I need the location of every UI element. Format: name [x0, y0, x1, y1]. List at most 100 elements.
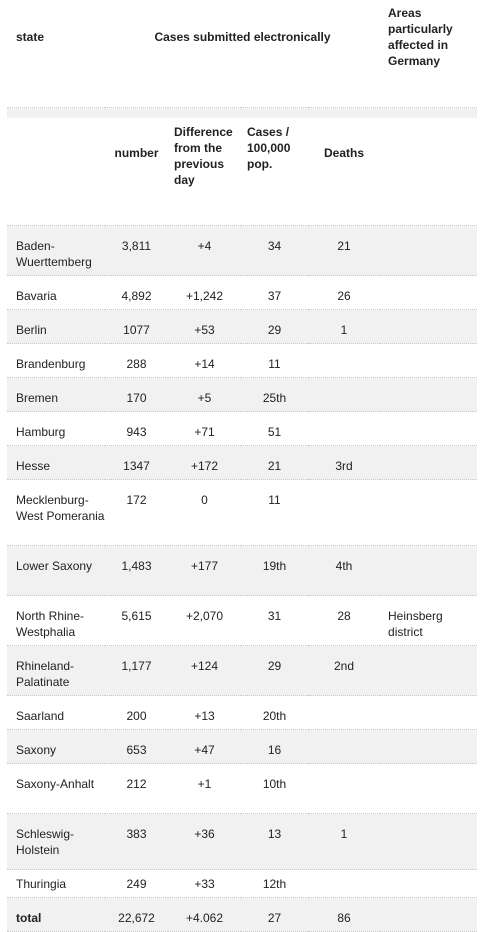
cases-per-100k-column-header: Cases / 100,000 pop.	[247, 125, 291, 171]
areas-cell	[380, 309, 478, 344]
difference-cell: +2,070	[168, 595, 241, 646]
cases-per-100k-cell: 10th	[241, 763, 308, 814]
number-cell: 3,811	[105, 225, 168, 276]
state-cell: total	[7, 897, 105, 932]
state-cell: Hamburg	[7, 411, 105, 446]
difference-cell: +53	[168, 309, 241, 344]
table-bottom-band	[7, 861, 477, 870]
cases-per-100k-cell: 29	[241, 309, 308, 344]
areas-cell	[380, 897, 478, 932]
total-row: total 22,672 +4.062 27 86	[7, 897, 478, 932]
cases-per-100k-cell: 20th	[241, 695, 308, 730]
state-cell: Lower Saxony	[7, 545, 105, 596]
state-cell: North Rhine-Westphalia	[7, 595, 105, 646]
table-row: Baden-Wuerttemberg 3,811 +4 34 21	[7, 225, 478, 276]
areas-cell	[380, 275, 478, 310]
number-cell: 1,177	[105, 645, 168, 696]
number-cell: 22,672	[105, 897, 168, 932]
cases-per-100k-cell: 11	[241, 343, 308, 378]
difference-cell: +177	[168, 545, 241, 596]
deaths-cell	[308, 729, 381, 764]
areas-cell	[380, 813, 478, 864]
cases-per-100k-cell: 13	[241, 813, 308, 864]
table-row: Schleswig-Holstein 383 +36 13 1	[7, 813, 478, 864]
difference-cell: +4.062	[168, 897, 241, 932]
table-row: Hamburg 943 +71 51	[7, 411, 478, 446]
state-cell: Baden-Wuerttemberg	[7, 225, 105, 276]
cases-per-100k-cell: 31	[241, 595, 308, 646]
difference-cell: +172	[168, 445, 241, 480]
difference-cell: +1,242	[168, 275, 241, 310]
areas-cell	[380, 763, 478, 814]
difference-cell: +4	[168, 225, 241, 276]
number-cell: 653	[105, 729, 168, 764]
number-cell: 5,615	[105, 595, 168, 646]
state-cell: Mecklenburg-West Pomerania	[7, 479, 105, 546]
deaths-column-header: Deaths	[324, 146, 365, 160]
deaths-cell	[308, 377, 381, 412]
cases-per-100k-cell: 25th	[241, 377, 308, 412]
cases-per-100k-cell: 37	[241, 275, 308, 310]
table-row: Hesse 1347 +172 21 3rd	[7, 445, 478, 480]
state-cell: Schleswig-Holstein	[7, 813, 105, 864]
state-cell: Bavaria	[7, 275, 105, 310]
deaths-cell: 1	[308, 813, 381, 864]
table-row: North Rhine-Westphalia 5,615 +2,070 31 28 Hei…	[7, 595, 478, 646]
number-cell: 170	[105, 377, 168, 412]
table-body: Baden-Wuerttemberg 3,811 +4 34 21 Bavaria 4,89…	[7, 225, 478, 932]
areas-cell	[380, 225, 478, 276]
state-cell: Saxony-Anhalt	[7, 763, 105, 814]
areas-cell	[380, 343, 478, 378]
state-cell: Hesse	[7, 445, 105, 480]
cases-per-100k-cell: 34	[241, 225, 308, 276]
areas-cell	[380, 377, 478, 412]
cases-by-state-table: state Cases submitted electronically Are…	[7, 0, 478, 932]
table-row: Lower Saxony 1,483 +177 19th 4th	[7, 545, 478, 596]
number-cell: 1,483	[105, 545, 168, 596]
state-cell: Berlin	[7, 309, 105, 344]
table-header-row: state Cases submitted electronically Are…	[7, 0, 477, 108]
state-cell: Saarland	[7, 695, 105, 730]
deaths-cell	[308, 343, 381, 378]
deaths-cell	[308, 411, 381, 446]
number-cell: 172	[105, 479, 168, 546]
state-cell: Saxony	[7, 729, 105, 764]
deaths-cell: 3rd	[308, 445, 381, 480]
cases-per-100k-cell: 29	[241, 645, 308, 696]
table-row: Bremen 170 +5 25th	[7, 377, 478, 412]
deaths-cell: 1	[308, 309, 381, 344]
number-column-header: number	[114, 146, 159, 160]
state-cell: Bremen	[7, 377, 105, 412]
table-row: Berlin 1077 +53 29 1	[7, 309, 478, 344]
table-row: Saxony 653 +47 16	[7, 729, 478, 764]
state-cell: Brandenburg	[7, 343, 105, 378]
difference-cell: +47	[168, 729, 241, 764]
cases-group-header: Cases submitted electronically	[154, 30, 331, 44]
areas-cell	[380, 545, 478, 596]
deaths-cell	[308, 763, 381, 814]
cases-per-100k-cell: 51	[241, 411, 308, 446]
header-divider-band	[7, 107, 478, 118]
areas-cell	[380, 445, 478, 480]
difference-column-header: Difference from the previous day	[174, 125, 233, 187]
difference-cell: +14	[168, 343, 241, 378]
areas-cell	[380, 729, 478, 764]
areas-cell	[380, 479, 478, 546]
areas-column-header: Areas particularly affected in Germany	[388, 6, 453, 68]
cases-per-100k-cell: 21	[241, 445, 308, 480]
areas-cell: Heinsberg district	[380, 595, 478, 646]
areas-cell	[380, 411, 478, 446]
areas-cell	[380, 645, 478, 696]
table-row: Rhineland-Palatinate 1,177 +124 29 2nd	[7, 645, 478, 696]
deaths-cell	[308, 479, 381, 546]
deaths-cell: 86	[308, 897, 381, 932]
cases-per-100k-cell: 16	[241, 729, 308, 764]
table-row: Saarland 200 +13 20th	[7, 695, 478, 730]
number-cell: 200	[105, 695, 168, 730]
difference-cell: +13	[168, 695, 241, 730]
deaths-cell: 21	[308, 225, 381, 276]
subheader-row: number Difference from the previous day …	[7, 118, 477, 226]
difference-cell: +5	[168, 377, 241, 412]
table-row: Bavaria 4,892 +1,242 37 26	[7, 275, 478, 310]
number-cell: 1347	[105, 445, 168, 480]
